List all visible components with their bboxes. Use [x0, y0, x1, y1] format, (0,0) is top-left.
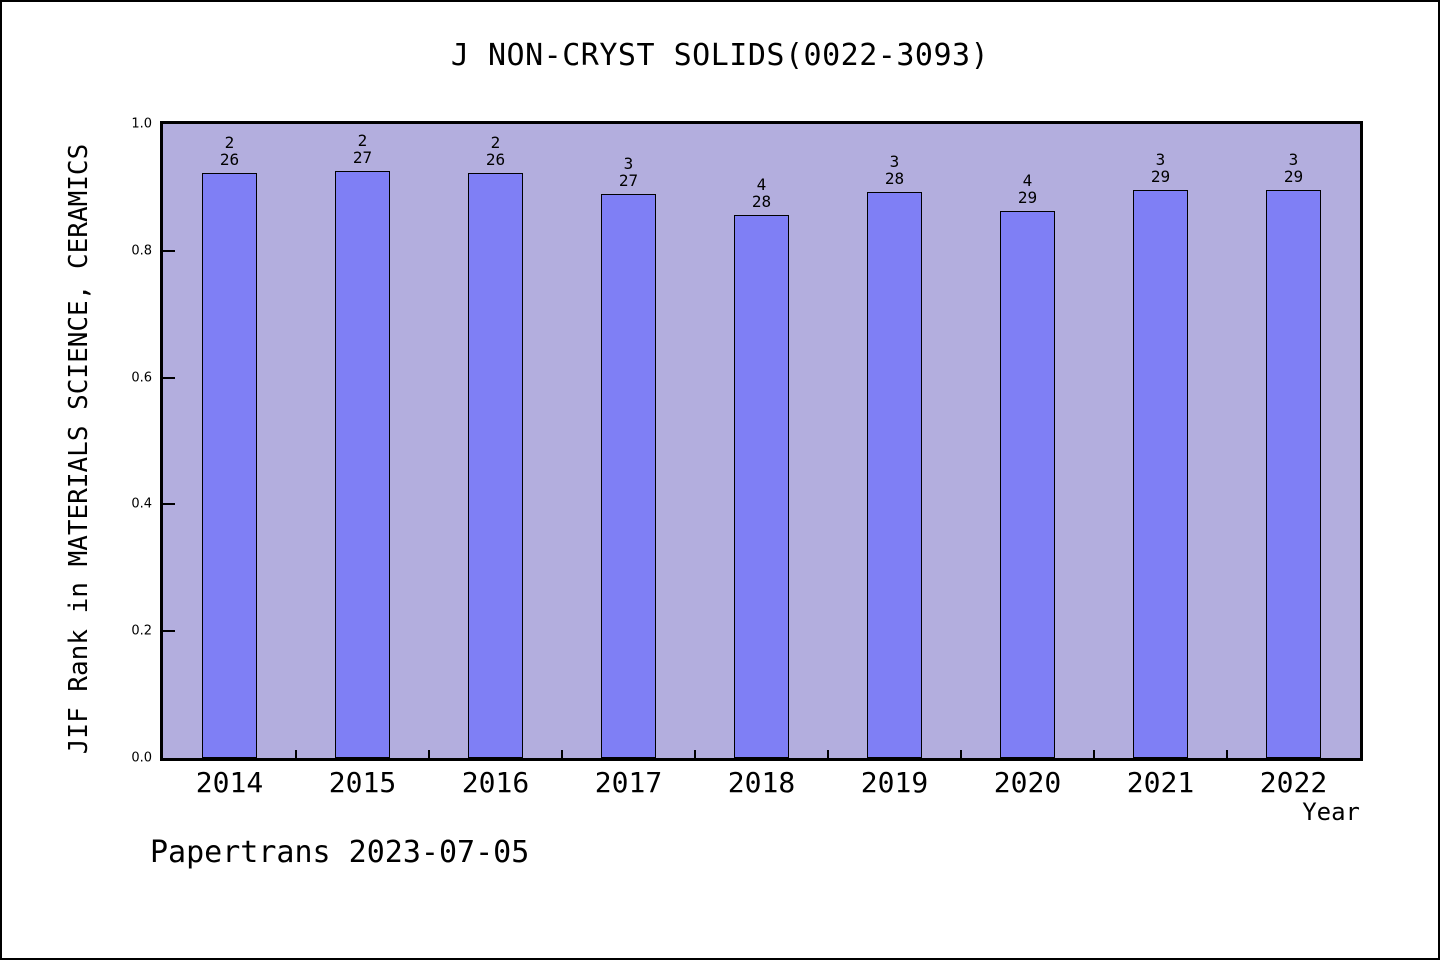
bar-2015	[335, 170, 390, 758]
bar-label-total: 26	[485, 149, 506, 169]
bar-label-rank: 2	[490, 132, 501, 152]
y-tick-label: 0.6	[131, 370, 152, 386]
x-tick-label-2015: 2015	[328, 766, 397, 799]
y-axis-label: JIF Rank in MATERIALS SCIENCE, CERAMICS	[64, 143, 94, 755]
bar-label-total: 28	[884, 168, 905, 188]
bar-label-rank: 2	[224, 132, 235, 152]
y-tick-mark	[163, 630, 175, 633]
bar-value-label: 3 27	[589, 155, 669, 189]
x-minor-tick	[694, 750, 696, 758]
bar-label-rank: 4	[1022, 171, 1033, 191]
y-tick-label: 0.2	[131, 623, 152, 639]
bar-value-label: 3 29	[1254, 151, 1334, 185]
y-tick-label: 0.0	[131, 750, 152, 766]
bar-label-total: 27	[352, 147, 373, 167]
plot-area: 2 26 2 27 2 26 3 27 4 28 3 28 4 29 3 29 3 29	[160, 121, 1363, 761]
x-axis-label-row: Year	[163, 798, 1360, 826]
x-tick-label-2018: 2018	[727, 766, 796, 799]
bar-2018	[734, 214, 789, 758]
y-tick-label: 1.0	[131, 116, 152, 132]
bar-2017	[601, 194, 656, 758]
x-minor-tick	[295, 750, 297, 758]
x-tick-label-2019: 2019	[860, 766, 929, 799]
x-tick-label-2016: 2016	[461, 766, 530, 799]
bar-value-label: 4 28	[722, 176, 802, 210]
bar-label-rank: 2	[357, 130, 368, 150]
x-tick-label-2014: 2014	[195, 766, 264, 799]
bar-label-rank: 4	[756, 174, 767, 194]
x-tick-label-2022: 2022	[1259, 766, 1328, 799]
y-tick-mark	[163, 376, 175, 379]
bar-label-total: 28	[751, 191, 772, 211]
x-minor-tick	[1093, 750, 1095, 758]
y-tick-mark	[163, 503, 175, 506]
bar-value-label: 3 28	[855, 153, 935, 187]
x-minor-tick	[960, 750, 962, 758]
bar-label-total: 29	[1283, 166, 1304, 186]
x-tick-label-2017: 2017	[594, 766, 663, 799]
x-minor-tick	[561, 750, 563, 758]
bar-value-label: 2 27	[323, 132, 403, 166]
bar-2022	[1266, 189, 1321, 758]
bar-2020	[1000, 211, 1055, 758]
y-tick-label: 0.4	[131, 496, 152, 512]
bar-label-rank: 3	[1155, 149, 1166, 169]
y-tick-mark	[163, 249, 175, 252]
chart-title: J NON-CRYST SOLIDS(0022-3093)	[450, 38, 990, 73]
bar-value-label: 3 29	[1121, 151, 1201, 185]
bar-label-rank: 3	[889, 151, 900, 171]
bar-2019	[867, 191, 922, 758]
bar-2016	[468, 172, 523, 758]
bar-label-total: 29	[1150, 166, 1171, 186]
x-tick-label-2021: 2021	[1126, 766, 1195, 799]
watermark-text: Papertrans 2023-07-05	[150, 835, 530, 870]
bar-2014	[202, 172, 257, 758]
bar-label-total: 26	[219, 149, 240, 169]
y-tick-label: 0.8	[131, 243, 152, 259]
bar-value-label: 4 29	[988, 172, 1068, 206]
bar-label-total: 27	[618, 171, 639, 191]
bar-label-rank: 3	[1288, 149, 1299, 169]
bar-value-label: 2 26	[456, 134, 536, 168]
bar-2021	[1133, 189, 1188, 758]
bar-value-label: 2 26	[190, 134, 270, 168]
x-minor-tick	[1226, 750, 1228, 758]
bar-label-rank: 3	[623, 154, 634, 174]
x-tick-label-2020: 2020	[993, 766, 1062, 799]
bar-label-total: 29	[1017, 188, 1038, 208]
x-minor-tick	[827, 750, 829, 758]
x-axis-tick-labels: 2014 2015 2016 2017 2018 2019 2020 2021 2022	[163, 766, 1360, 800]
x-minor-tick	[428, 750, 430, 758]
x-axis-label: Year	[1302, 798, 1360, 826]
